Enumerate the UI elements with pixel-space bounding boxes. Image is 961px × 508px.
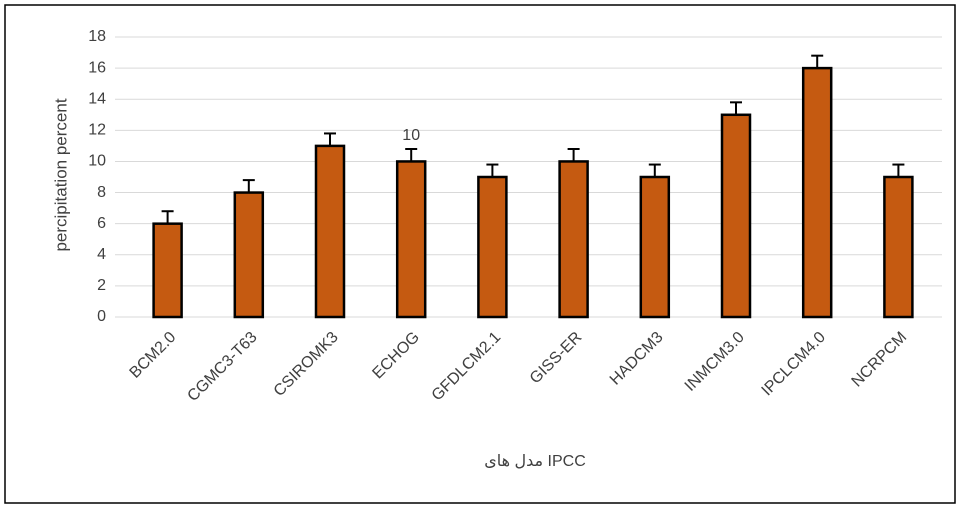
bar bbox=[395, 160, 427, 319]
bar bbox=[639, 175, 671, 319]
y-tick-label: 0 bbox=[97, 308, 106, 325]
bar bbox=[152, 222, 183, 319]
y-tick-label: 8 bbox=[97, 184, 106, 201]
y-tick-label: 10 bbox=[88, 153, 106, 170]
bar bbox=[801, 66, 833, 319]
y-tick-label: 2 bbox=[97, 277, 106, 294]
y-axis-label: percipitation percent bbox=[51, 98, 70, 251]
bar bbox=[314, 144, 346, 319]
y-tick-label: 14 bbox=[88, 90, 106, 107]
data-label: 10 bbox=[402, 127, 420, 144]
y-tick-label: 12 bbox=[88, 122, 106, 139]
bar bbox=[477, 175, 508, 319]
y-tick-label: 16 bbox=[88, 59, 106, 76]
bar bbox=[233, 191, 265, 319]
bar bbox=[720, 113, 752, 319]
bar bbox=[883, 175, 914, 319]
y-tick-label: 6 bbox=[97, 215, 106, 232]
x-axis-label: مدل های IPCC bbox=[484, 453, 586, 470]
y-tick-label: 18 bbox=[88, 28, 106, 45]
bar bbox=[558, 160, 589, 319]
y-tick-label: 4 bbox=[97, 246, 106, 263]
